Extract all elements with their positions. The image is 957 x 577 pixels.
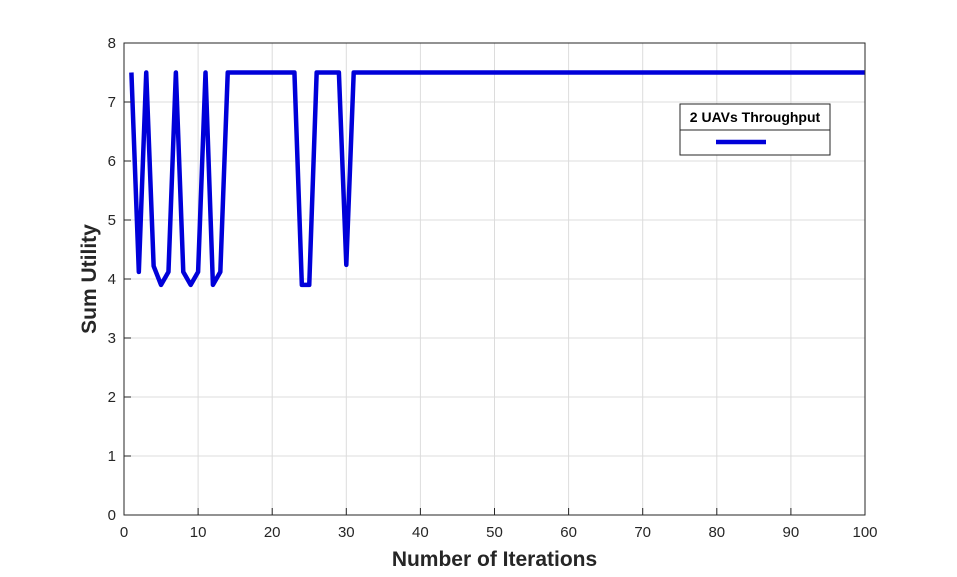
x-tick-label: 20 [264,524,281,541]
x-tick-label: 90 [783,524,800,541]
legend: 2 UAVs Throughput [679,103,831,156]
x-tick-label: 40 [412,524,429,541]
y-tick-label: 4 [108,271,116,288]
x-tick-label: 100 [852,524,877,541]
y-tick-label: 5 [108,212,116,229]
series-layer [129,70,865,288]
y-tick-label: 6 [108,153,116,170]
y-tick-label: 0 [108,507,116,524]
x-tick-label: 50 [486,524,503,541]
x-tick-label: 60 [560,524,577,541]
y-tick-label: 3 [108,330,116,347]
series-line-0 [129,70,865,288]
x-tick-label: 0 [120,524,128,541]
y-tick-label: 8 [108,35,116,52]
x-tick-label: 70 [634,524,651,541]
y-tick-label: 2 [108,389,116,406]
y-axis-title: Sum Utility [78,224,101,334]
grid [124,43,865,515]
x-axis-title: Number of Iterations [392,548,597,571]
x-tick-label: 30 [338,524,355,541]
y-tick-label: 7 [108,94,116,111]
ticks [123,42,866,516]
x-tick-label: 10 [190,524,207,541]
y-tick-label: 1 [108,448,116,465]
legend-title: 2 UAVs Throughput [690,109,821,125]
x-tick-label: 80 [708,524,725,541]
tick-labels: 0 10 20 30 40 50 60 70 80 90 100 0 1 2 3 4 5 6 7 8 [108,35,878,541]
